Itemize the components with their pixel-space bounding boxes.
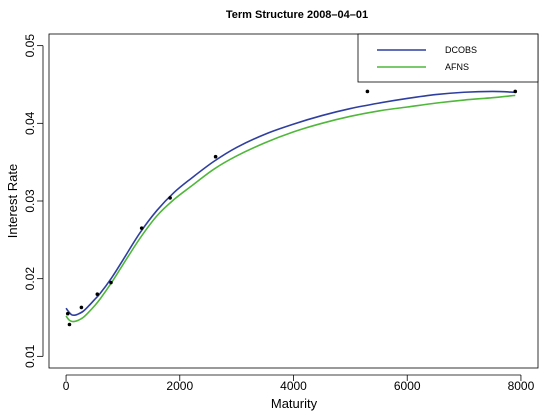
- series-layer: [65, 90, 516, 323]
- observed-point: [65, 311, 70, 316]
- x-tick-label: 0: [63, 379, 70, 393]
- observed-point: [168, 196, 172, 200]
- x-tick-label: 4000: [280, 379, 307, 393]
- observed-point: [95, 292, 100, 297]
- x-tick-label: 6000: [394, 379, 421, 393]
- observed-point: [365, 89, 370, 94]
- y-axis-title: Interest Rate: [5, 164, 20, 238]
- y-tick-label: 0.04: [23, 111, 37, 135]
- series-line-afns: [65, 94, 516, 323]
- y-tick-label: 0.01: [23, 344, 37, 368]
- legend: DCOBS AFNS: [357, 33, 539, 83]
- observed-point: [139, 226, 144, 230]
- legend-box: [357, 33, 539, 83]
- observed-point: [109, 280, 113, 285]
- observed-points: [65, 89, 518, 327]
- observed-point: [67, 322, 72, 327]
- x-axis: 0 2000 4000 6000 8000: [63, 374, 535, 393]
- x-tick-label: 8000: [508, 379, 535, 393]
- chart-title: Term Structure 2008–04–01: [226, 9, 368, 21]
- legend-label-dcobs: DCOBS: [445, 45, 477, 55]
- y-tick-label: 0.05: [23, 34, 37, 58]
- series-line-dcobs: [65, 90, 516, 317]
- y-tick-label: 0.02: [23, 267, 37, 291]
- x-axis-title: Maturity: [271, 396, 318, 411]
- observed-point: [79, 305, 84, 310]
- observed-point: [213, 154, 218, 159]
- x-tick-label: 2000: [166, 379, 193, 393]
- y-tick-label: 0.03: [23, 189, 37, 213]
- observed-point: [513, 89, 518, 94]
- plot-area-frame: [48, 33, 539, 369]
- y-axis: 0.01 0.02 0.03 0.04 0.05: [23, 34, 44, 368]
- legend-label-afns: AFNS: [445, 62, 469, 72]
